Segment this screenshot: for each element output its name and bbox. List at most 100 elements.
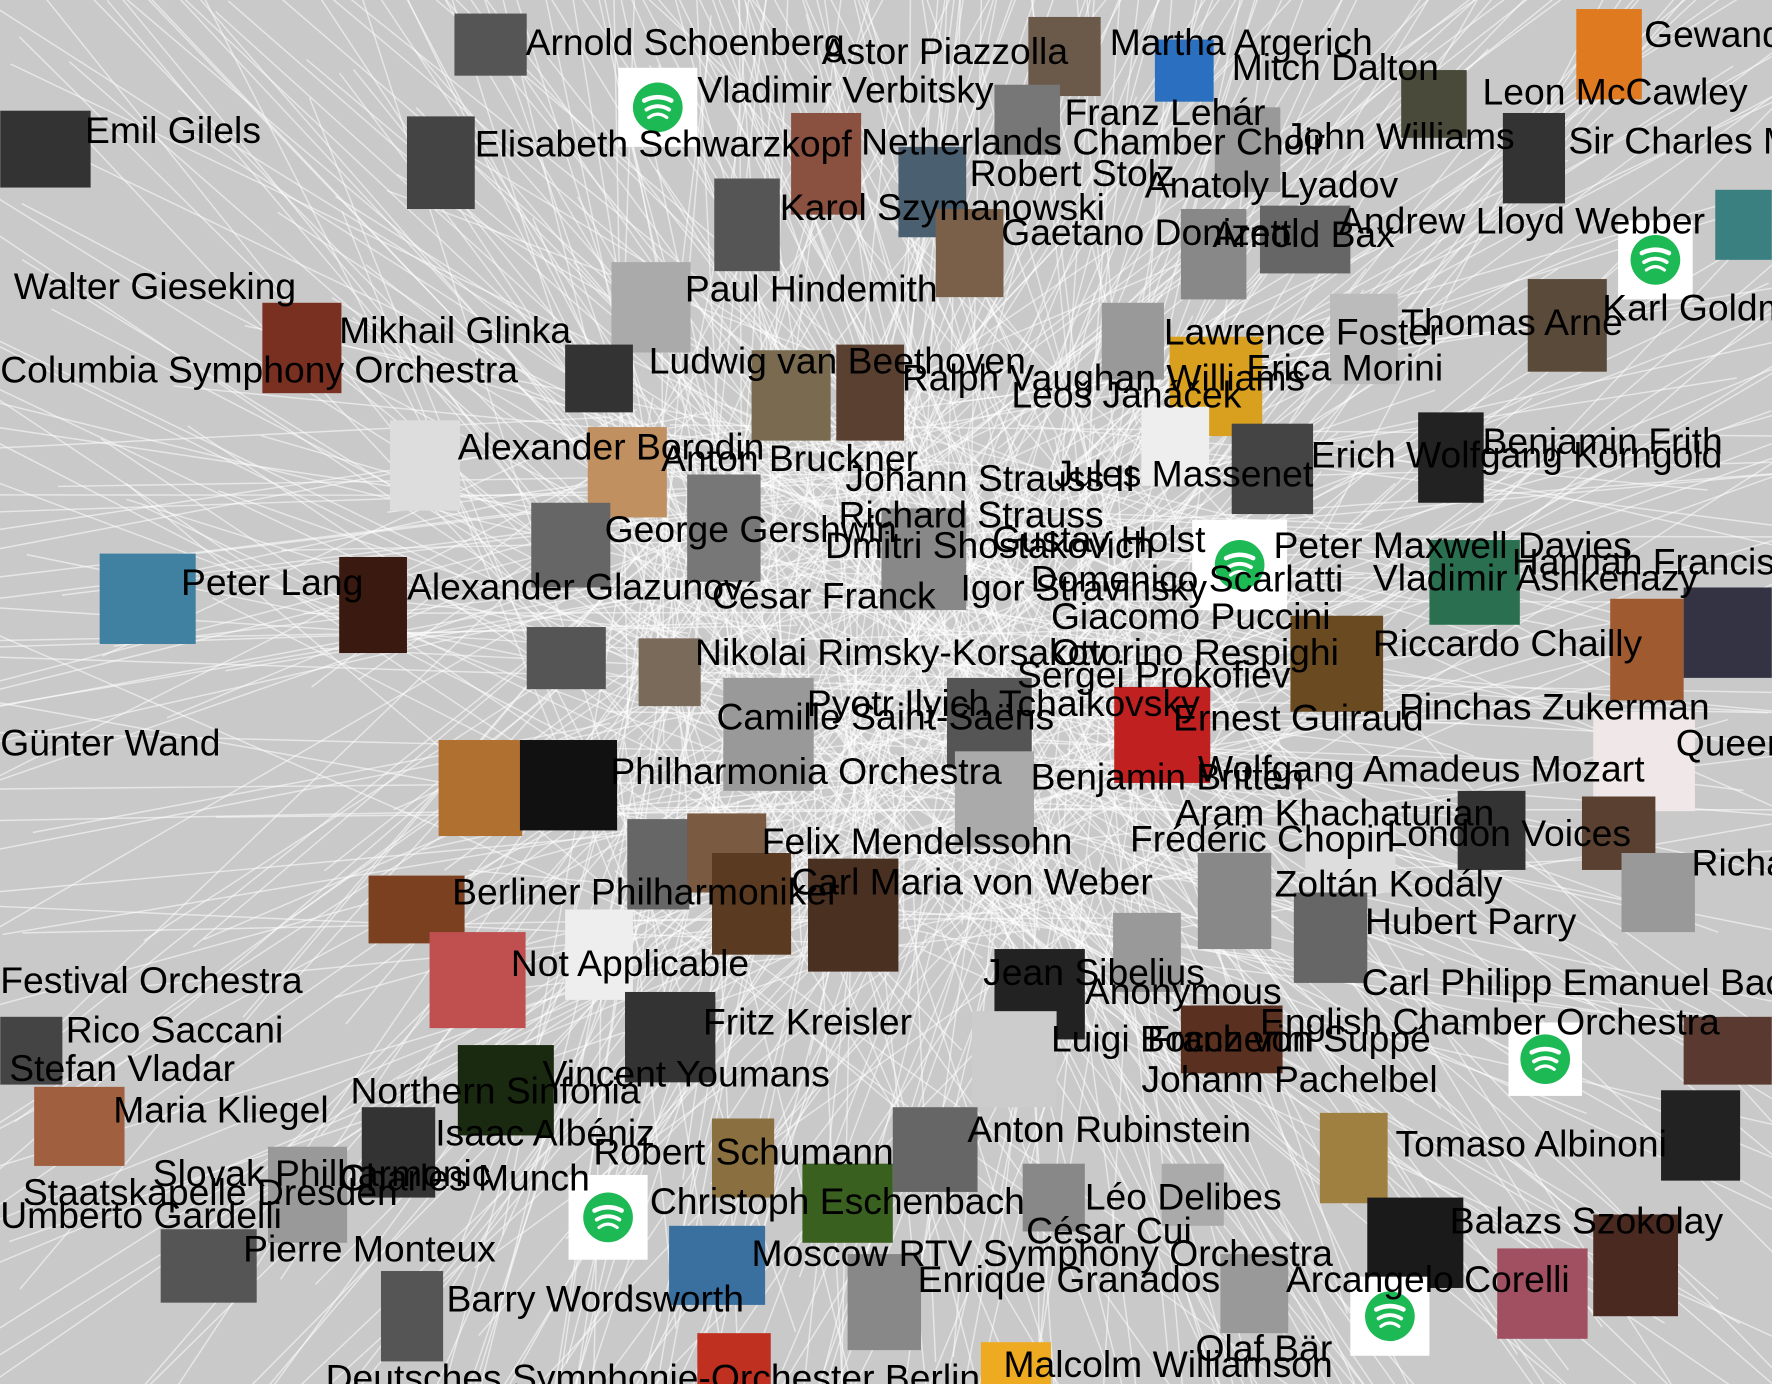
node-label[interactable]: Leoš Janáček: [1011, 374, 1241, 416]
node-label[interactable]: Léo Delibes: [1085, 1176, 1282, 1218]
node-label[interactable]: Richard Strauss: [839, 493, 1104, 535]
node-label[interactable]: Ernest Guiraud: [1173, 697, 1424, 739]
node-label[interactable]: Northern Sinfonia: [350, 1069, 640, 1111]
node-label[interactable]: Enrique Granados: [918, 1258, 1220, 1300]
node-label[interactable]: Mitch Dalton: [1232, 46, 1439, 88]
node-label[interactable]: Barry Wordsworth: [447, 1277, 745, 1319]
node-label[interactable]: Malcolm Williamson: [1003, 1343, 1332, 1384]
node-label[interactable]: Vladimir Ashkenazy: [1373, 557, 1699, 599]
node-label[interactable]: Frédéric Chopin: [1130, 818, 1395, 860]
node-label[interactable]: Walter Gieseking: [14, 265, 296, 307]
node-label[interactable]: Arnold Schoenberg: [526, 21, 845, 63]
node-label[interactable]: Gewandhausorchester: [1644, 13, 1772, 55]
node-label[interactable]: Anonymous: [1085, 970, 1282, 1012]
node-label[interactable]: Isaac Albéniz: [435, 1111, 655, 1153]
node-label[interactable]: Günter Wand: [0, 722, 220, 764]
node-label[interactable]: Charles Munch: [339, 1156, 590, 1198]
node-label[interactable]: Columbia Symphony Orchestra: [0, 349, 518, 391]
node-label[interactable]: Thomas Arne: [1401, 301, 1623, 343]
node-label[interactable]: Alexander Borodin: [458, 426, 765, 468]
node-label[interactable]: Arnold Bax: [1213, 213, 1396, 255]
node-label[interactable]: Anton Rubinstein: [967, 1108, 1251, 1150]
node-label[interactable]: Leon McCawley: [1483, 71, 1748, 113]
node-label[interactable]: César Franck: [712, 575, 936, 617]
node-label[interactable]: Erich Wolfgang Korngold: [1311, 433, 1723, 475]
node-label[interactable]: Pyotr Ilyich Tchaikovsky: [807, 682, 1200, 724]
node-label[interactable]: Arcangelo Corelli: [1286, 1258, 1570, 1300]
node-label[interactable]: Berliner Philharmoniker: [452, 871, 839, 913]
node-label[interactable]: Anton Bruckner: [661, 437, 918, 479]
node-label[interactable]: Johann Pachelbel: [1141, 1058, 1437, 1100]
node-label[interactable]: Peter Maxwell Davies: [1274, 524, 1632, 566]
node-label[interactable]: Jules Massenet: [1054, 453, 1314, 495]
node-label[interactable]: Carl Maria von Weber: [791, 860, 1153, 902]
node-label[interactable]: Pinchas Zukerman: [1399, 685, 1710, 727]
node-label[interactable]: Luigi Boccherini: [1051, 1018, 1314, 1060]
node-label[interactable]: Erica Morini: [1246, 346, 1443, 388]
node-label[interactable]: Camille Saint-Saëns: [717, 696, 1055, 738]
node-label[interactable]: Maria Kliegel: [113, 1089, 328, 1131]
node-label[interactable]: Andrew Lloyd Webber: [1339, 200, 1705, 242]
node-label[interactable]: Gustav Holst: [992, 518, 1206, 560]
node-label[interactable]: Riccardo Chailly: [1373, 622, 1643, 664]
node-label[interactable]: Franz Lehár: [1065, 91, 1266, 133]
node-label[interactable]: George Gershwin: [605, 508, 897, 550]
node-label[interactable]: Philharmonia Orchestra: [610, 750, 1002, 792]
node-label[interactable]: Paul Hindemith: [685, 267, 938, 309]
node-label[interactable]: Karl Goldmark: [1602, 287, 1772, 329]
node-label[interactable]: English Chamber Orchestra: [1260, 1001, 1720, 1043]
node-label[interactable]: Sergei Prokofiev: [1017, 654, 1291, 696]
node-label[interactable]: Aram Khachaturian: [1175, 792, 1494, 834]
node-label[interactable]: Vincent Youmans: [543, 1053, 830, 1095]
node-label[interactable]: Anatoly Lyadov: [1145, 163, 1399, 205]
node-label[interactable]: Igor Stravinsky: [961, 567, 1208, 609]
node-label[interactable]: Carl Philipp Emanuel Bach: [1362, 961, 1772, 1003]
node-label[interactable]: Astor Piazzolla: [822, 30, 1069, 72]
node-label[interactable]: Ludwig van Beethoven: [649, 340, 1026, 382]
node-label[interactable]: John Williams: [1285, 115, 1515, 157]
node-label[interactable]: Netherlands Chamber Choir: [861, 120, 1325, 162]
node-label[interactable]: Robert Schumann: [593, 1130, 893, 1172]
node-label[interactable]: Festival Orchestra: [0, 959, 303, 1001]
node-label[interactable]: Martha Argerich: [1110, 21, 1373, 63]
node-label[interactable]: Staatskapelle Dresden: [23, 1171, 398, 1213]
node-label[interactable]: Mikhail Glinka: [339, 309, 571, 351]
node-label[interactable]: Franz von Suppé: [1147, 1018, 1431, 1060]
node-label[interactable]: Sir Charles Mackerras: [1568, 119, 1772, 161]
node-label[interactable]: Benjamin Frith: [1483, 420, 1723, 462]
node-label[interactable]: Felix Mendelssohn: [762, 820, 1073, 862]
node-label[interactable]: Elisabeth Schwarzkopf: [475, 123, 853, 165]
node-label[interactable]: César Cui: [1026, 1210, 1192, 1252]
node-label[interactable]: Robert Stolz: [970, 152, 1175, 194]
node-label[interactable]: Ottorino Respighi: [1051, 631, 1339, 673]
node-label[interactable]: Lawrence Foster: [1164, 310, 1442, 352]
node-label[interactable]: Alexander Glazunov: [407, 566, 743, 608]
node-label[interactable]: Richard Wagner: [1692, 841, 1772, 883]
node-label[interactable]: Hannah Francis: [1512, 541, 1772, 583]
node-label[interactable]: Rico Saccani: [66, 1008, 283, 1050]
node-label[interactable]: Deutsches Symphonie-Orchester Berlin: [326, 1356, 981, 1384]
node-label[interactable]: Zoltán Kodály: [1275, 863, 1503, 905]
node-label[interactable]: Dmitri Shostakovich: [825, 524, 1154, 566]
node-label[interactable]: Nikolai Rimsky-Korsakov: [695, 631, 1107, 673]
node-label[interactable]: Vladimir Verbitsky: [697, 68, 994, 110]
node-label[interactable]: Ralph Vaughan Williams: [902, 357, 1305, 399]
node-label[interactable]: Giacomo Puccini: [1051, 595, 1331, 637]
node-label[interactable]: Not Applicable: [511, 942, 749, 984]
node-label[interactable]: Fritz Kreisler: [703, 1001, 912, 1043]
node-label[interactable]: Christoph Eschenbach: [650, 1180, 1025, 1222]
node-label[interactable]: Queen: [1676, 722, 1772, 764]
node-label[interactable]: Slovak Philharmonic: [153, 1152, 491, 1194]
node-label[interactable]: Moscow RTV Symphony Orchestra: [752, 1232, 1334, 1274]
node-label[interactable]: Peter Lang: [181, 561, 363, 603]
node-label[interactable]: Gaetano Donizetti: [1001, 211, 1299, 253]
node-label[interactable]: Hubert Parry: [1365, 900, 1577, 942]
node-label[interactable]: Olaf Bär: [1196, 1327, 1333, 1369]
node-label[interactable]: Stefan Vladar: [9, 1047, 235, 1089]
node-label[interactable]: Jean Sibelius: [983, 951, 1205, 993]
node-label[interactable]: Umberto Gardelli: [0, 1194, 282, 1236]
node-label[interactable]: Domenico Scarlatti: [1031, 558, 1344, 600]
node-label[interactable]: Tomaso Albinoni: [1396, 1123, 1667, 1165]
node-label[interactable]: Johann Strauss II: [845, 457, 1135, 499]
node-label[interactable]: Emil Gilels: [85, 109, 261, 151]
